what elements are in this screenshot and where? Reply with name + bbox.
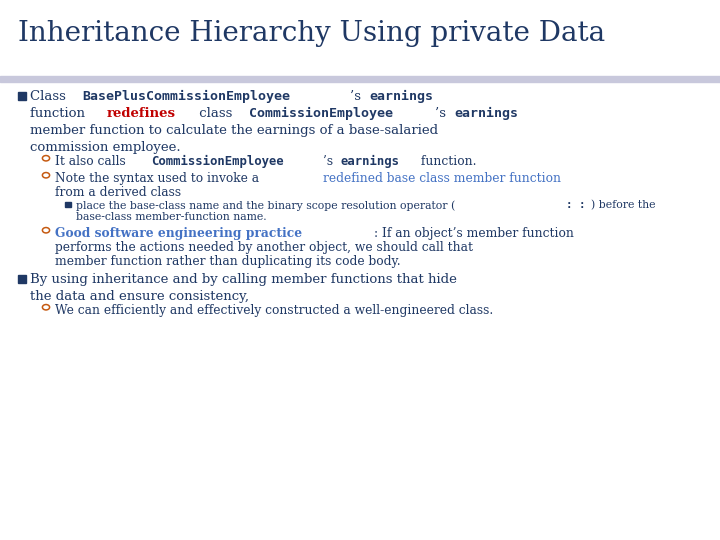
Text: member function to calculate the earnings of a base-salaried: member function to calculate the earning… [30,124,438,137]
Text: ’s: ’s [323,155,336,168]
Text: function.: function. [417,155,476,168]
Text: BasePlusCommissionEmployee: BasePlusCommissionEmployee [82,90,289,103]
Text: : If an object’s member function: : If an object’s member function [374,227,574,240]
Text: earnings: earnings [454,107,518,120]
Text: place the base-class name and the binary scope resolution operator (: place the base-class name and the binary… [76,200,455,211]
Text: Good software engineering practice: Good software engineering practice [55,227,302,240]
Text: base-class member-function name.: base-class member-function name. [76,212,266,222]
Text: redefined base class member function: redefined base class member function [323,172,562,185]
Text: function: function [30,107,89,120]
Text: Note the syntax used to invoke a: Note the syntax used to invoke a [55,172,263,185]
Text: redefines: redefines [107,107,176,120]
Text: It also calls: It also calls [55,155,130,168]
Text: CommissionEmployee: CommissionEmployee [151,155,284,168]
Bar [0,76,720,82]
Text: ’s: ’s [350,90,366,103]
Bar [18,92,26,99]
Text: class: class [196,107,237,120]
Text: performs the actions needed by another object, we should call that: performs the actions needed by another o… [55,241,473,254]
Text: CommissionEmployee: CommissionEmployee [249,107,393,120]
Text: We can efficiently and effectively constructed a well-engineered class.: We can efficiently and effectively const… [55,304,493,317]
Text: commission employee.: commission employee. [30,141,181,154]
Text: : :: : : [565,200,585,210]
Text: the data and ensure consistency,: the data and ensure consistency, [30,290,249,303]
Text: Class: Class [30,90,70,103]
Text: earnings: earnings [341,155,400,168]
Text: ) before the: ) before the [590,200,655,210]
Text: earnings: earnings [370,90,434,103]
Text: Inheritance Hierarchy Using private Data: Inheritance Hierarchy Using private Data [18,20,605,47]
Bar [18,275,26,282]
Text: ’s: ’s [435,107,450,120]
Text: By using inheritance and by calling member functions that hide: By using inheritance and by calling memb… [30,273,457,286]
Text: from a derived class: from a derived class [55,186,181,199]
Text: member function rather than duplicating its code body.: member function rather than duplicating … [55,255,400,268]
Bar [65,201,71,207]
